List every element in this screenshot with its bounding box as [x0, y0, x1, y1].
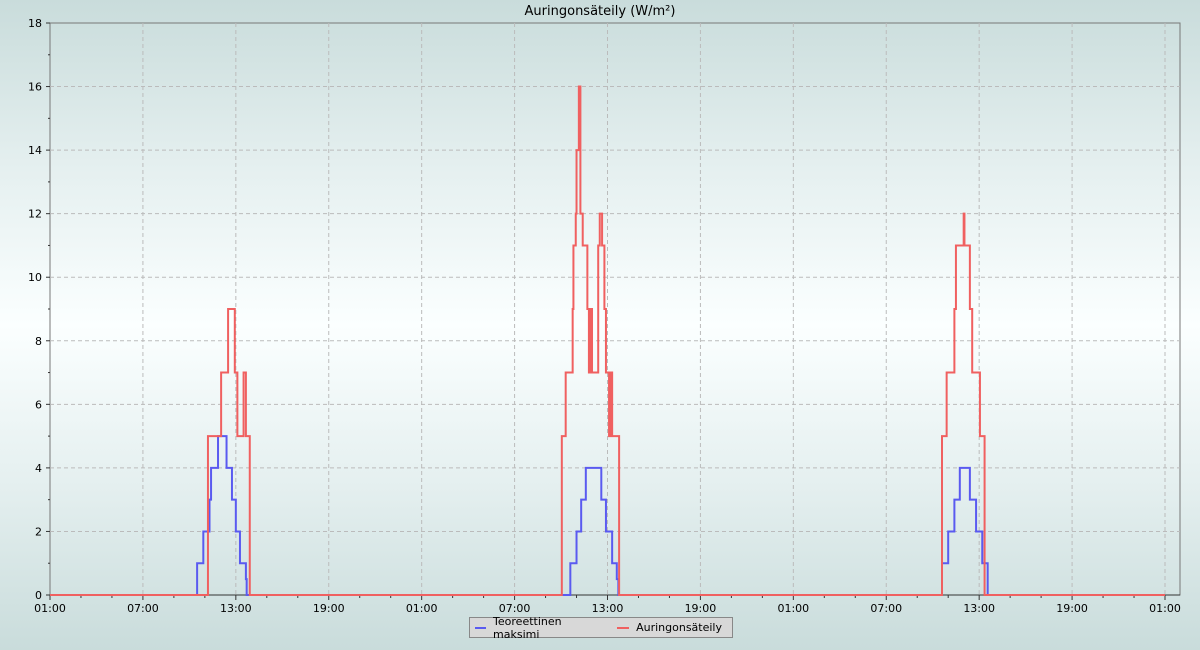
- x-tick-label: 13:00: [592, 602, 624, 615]
- x-tick-label: 01:00: [34, 602, 66, 615]
- y-tick-label: 18: [28, 17, 42, 30]
- legend-item-max: Teoreettinen maksimi: [475, 615, 602, 641]
- legend-item-irradiance: Auringonsäteily: [617, 621, 722, 634]
- x-tick-label: 07:00: [870, 602, 902, 615]
- series-line-irradiance: [50, 85, 1165, 596]
- x-tick-label: 07:00: [127, 602, 159, 615]
- legend: Teoreettinen maksimi Auringonsäteily: [469, 615, 733, 641]
- x-tick-label: 07:00: [499, 602, 531, 615]
- y-tick-label: 2: [35, 525, 42, 538]
- y-tick-label: 6: [35, 398, 42, 411]
- x-tick-label: 19:00: [685, 602, 717, 615]
- legend-swatch-irradiance: [617, 626, 630, 629]
- y-tick-label: 0: [35, 589, 42, 602]
- x-tick-label: 01:00: [777, 602, 809, 615]
- y-tick-label: 16: [28, 81, 42, 94]
- series-line-theoretical-max: [50, 435, 1165, 596]
- y-tick-label: 8: [35, 335, 42, 348]
- y-tick-label: 4: [35, 462, 42, 475]
- legend-label-irradiance: Auringonsäteily: [636, 621, 722, 634]
- y-tick-label: 12: [28, 208, 42, 221]
- x-tick-label: 19:00: [1056, 602, 1088, 615]
- y-tick-label: 10: [28, 271, 42, 284]
- chart-title: Auringonsäteily (W/m²): [525, 4, 676, 19]
- x-tick-label: 13:00: [220, 602, 252, 615]
- legend-swatch-max: [475, 626, 487, 629]
- x-tick-label: 13:00: [963, 602, 995, 615]
- y-tick-label: 14: [28, 144, 42, 157]
- plot-frame: [49, 22, 1181, 596]
- x-tick-label: 01:00: [1149, 602, 1181, 615]
- x-tick-label: 19:00: [313, 602, 345, 615]
- legend-label-max: Teoreettinen maksimi: [493, 614, 562, 641]
- x-tick-label: 01:00: [406, 602, 438, 615]
